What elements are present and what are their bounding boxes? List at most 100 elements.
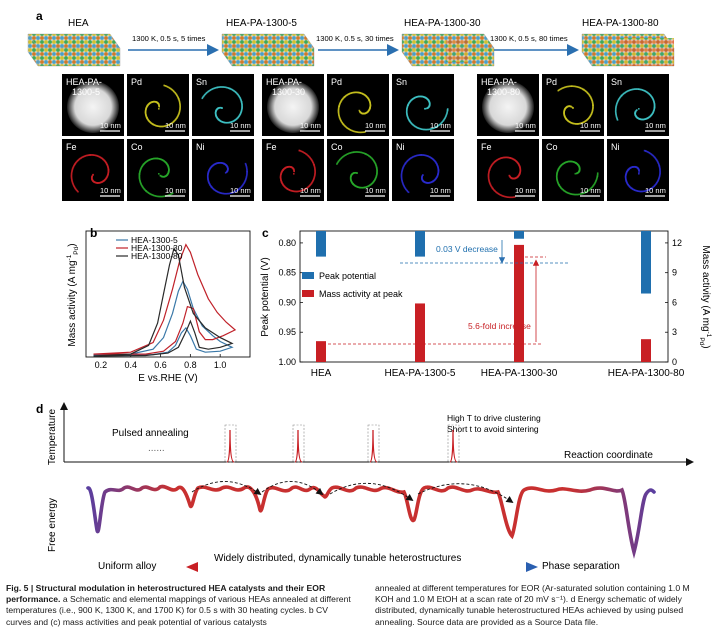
scale-bar-label: 10 nm: [430, 186, 451, 195]
peak-plot-frame: [299, 230, 669, 363]
note-sintering: Short t to avoid sintering: [447, 424, 539, 434]
arrow-label-0: 1300 K, 0.5 s, 5 times: [132, 34, 206, 43]
peak-left-tick: 0.90: [278, 297, 296, 307]
mass-activity-bar: [316, 341, 326, 362]
peak-right-tick: 9: [672, 268, 677, 278]
peak-right-axis-label: Mass activity (A mg-1Pd): [698, 245, 712, 348]
element-label: Sn: [611, 77, 622, 87]
peak-legend-swatch: [302, 272, 314, 279]
transition-arrows: [191, 481, 514, 504]
map-pd: Pd 10 nm: [542, 74, 604, 136]
cv-x-tick: 1.0: [214, 360, 227, 370]
atom-slab-1: [27, 33, 121, 67]
haadf-image: HEA-PA-1300-30 10 nm: [262, 74, 324, 136]
peak-right-tick: 6: [672, 297, 677, 307]
element-label: Pd: [546, 77, 557, 87]
activity-annotation: 5.6-fold increase: [468, 321, 531, 331]
stage-label-3: HEA-PA-1300-80: [582, 18, 659, 29]
map-ni: Ni 10 nm: [607, 139, 669, 201]
map-pd: Pd 10 nm: [127, 74, 189, 136]
cv-y-axis-label: Mass activity (A mg-1Pd): [66, 243, 80, 346]
cv-series-2: [93, 246, 234, 357]
peak-left-axis-label: Peak potential (V): [260, 257, 271, 337]
haadf-label-line2: 1300-30: [272, 87, 305, 97]
cv-x-ticks: 0.2 0.4 0.6 0.8 1.0: [95, 354, 227, 370]
scale-bar-label: 10 nm: [165, 186, 186, 195]
mass-activity-bar: [641, 339, 651, 362]
heterostructure-arrow-left-head: [186, 562, 198, 572]
free-energy-curve: [86, 484, 656, 559]
haadf-image: HEA-PA-1300-80 10 nm: [477, 74, 539, 136]
temperature-axis-label: Temperature: [47, 408, 58, 465]
scale-bar-label: 10 nm: [515, 121, 536, 130]
cv-x-tick: 0.6: [154, 360, 167, 370]
element-label: Ni: [196, 142, 205, 152]
cv-series-1: [93, 243, 237, 355]
haadf-label-line2: 1300-80: [487, 87, 520, 97]
caption-left: Fig. 5 | Structural modulation in hetero…: [6, 583, 354, 628]
scale-bar-label: 10 nm: [515, 186, 536, 195]
cv-x-tick: 0.8: [184, 360, 197, 370]
cv-series: [93, 243, 237, 357]
peak-right-ticks: 0 3 6 9 12: [665, 238, 682, 367]
arrow-label-1: 1300 K, 0.5 s, 30 times: [316, 34, 394, 43]
heterostructure-label: Widely distributed, dynamically tunable …: [214, 553, 461, 564]
map-fe: Fe 10 nm: [477, 139, 539, 201]
haadf-label-line2: 1300-5: [72, 87, 100, 97]
phase-separation-label: Phase separation: [542, 561, 620, 572]
pulse-label: Pulsed annealing: [112, 428, 189, 439]
caption-left-text: a Schematic and elemental mappings of va…: [6, 594, 351, 627]
cv-legend-label: HEA-1300-5: [131, 235, 178, 245]
peak-potential-bar: [316, 231, 326, 257]
peak-right-tick: 0: [672, 357, 677, 367]
element-label: Co: [131, 142, 143, 152]
map-sn: Sn 10 nm: [392, 74, 454, 136]
temperature-pulses: [224, 424, 460, 463]
scale-bar-label: 10 nm: [300, 186, 321, 195]
arrow-label-2: 1300 K, 0.5 s, 80 times: [490, 34, 568, 43]
cv-x-tick: 0.2: [95, 360, 108, 370]
uniform-alloy-label: Uniform alloy: [98, 561, 156, 572]
element-label: Pd: [131, 77, 142, 87]
atom-slab-3: [401, 33, 495, 67]
peak-left-tick: 1.00: [278, 357, 296, 367]
element-label: Co: [546, 142, 558, 152]
cv-legend-label: HEA-1300-30: [131, 243, 183, 253]
atom-slab-2: [221, 33, 315, 67]
scale-bar-label: 10 nm: [580, 121, 601, 130]
map-fe: Fe 10 nm: [62, 139, 124, 201]
map-ni: Ni 10 nm: [392, 139, 454, 201]
peak-potential-bar: [514, 231, 524, 239]
element-label: Pd: [331, 77, 342, 87]
reaction-axis-label: Reaction coordinate: [564, 450, 653, 461]
stage-label-1: HEA-PA-1300-5: [226, 18, 297, 29]
element-label: Fe: [266, 142, 277, 152]
peak-category-label: HEA: [311, 368, 332, 379]
figure: a HEA HEA-PA-1300-5 HEA-PA-1300-30 HEA-P…: [27, 9, 712, 572]
map-ni: Ni 10 nm: [192, 139, 254, 201]
heterostructure-arrow-right-head: [526, 562, 538, 572]
map-sn: Sn 10 nm: [192, 74, 254, 136]
caption-right: annealed at different temperatures for E…: [375, 583, 690, 627]
energy-axis-label: Free energy: [47, 498, 58, 552]
atom-slab-4: [581, 33, 675, 67]
stage-label-2: HEA-PA-1300-30: [404, 18, 481, 29]
peak-legend: Peak potential Mass activity at peak: [302, 271, 403, 299]
peak-category-label: HEA-PA-1300-30: [481, 368, 558, 379]
scale-bar-label: 10 nm: [365, 121, 386, 130]
peak-legend-label: Mass activity at peak: [319, 289, 403, 299]
panel-a-letter: a: [36, 9, 43, 23]
peak-legend-swatch: [302, 290, 314, 297]
peak-right-tick: 3: [672, 327, 677, 337]
peak-category-label: HEA-PA-1300-5: [385, 368, 456, 379]
cv-legend-label: HEA-1300-80: [131, 251, 183, 261]
element-label: Ni: [396, 142, 405, 152]
scale-bar-label: 10 nm: [365, 186, 386, 195]
map-pd: Pd 10 nm: [327, 74, 389, 136]
potential-annotation: 0.03 V decrease: [436, 244, 498, 254]
element-label: Fe: [66, 142, 77, 152]
peak-legend-label: Peak potential: [319, 271, 376, 281]
peak-activity-chart: 0.80 0.85 0.90 0.95 1.00 0 3 6 9 12 HEA HEA-PA-13…: [260, 230, 712, 379]
